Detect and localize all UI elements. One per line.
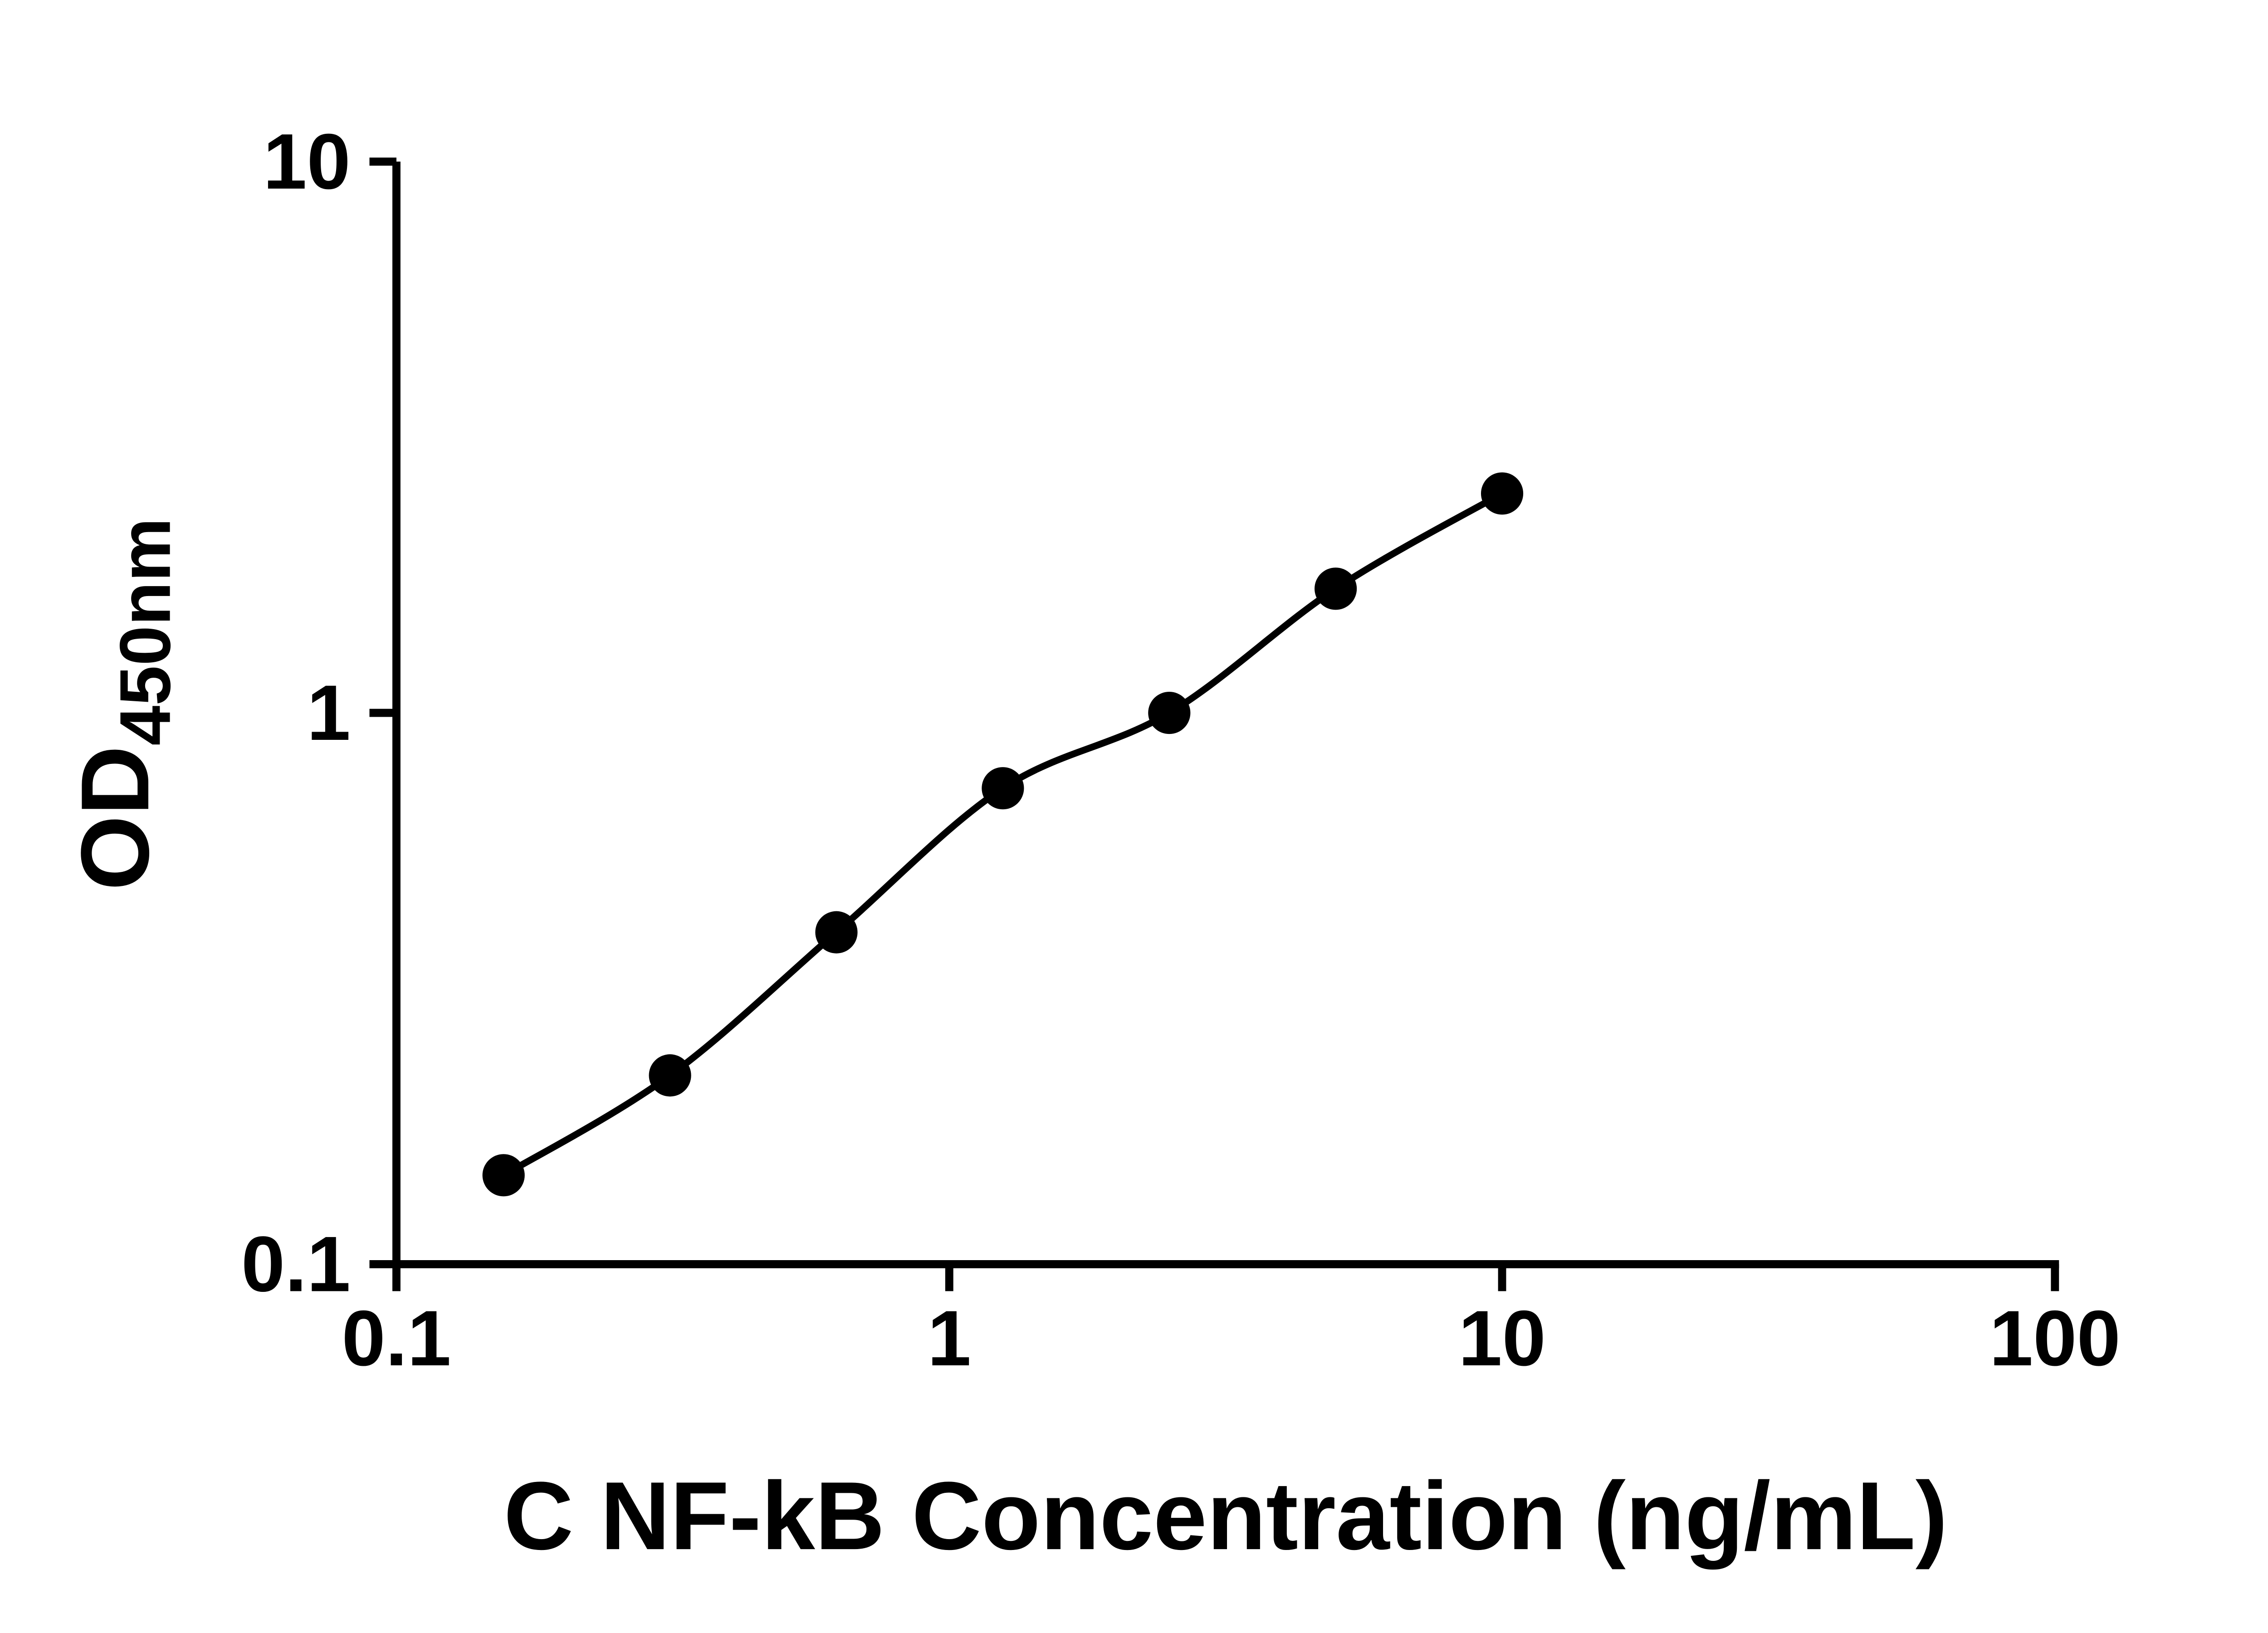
y-tick-label: 10 [263, 117, 351, 205]
x-tick-label: 0.1 [342, 1294, 451, 1382]
axes: 0.1 1 10 100 0.1 1 10 [241, 117, 2121, 1382]
data-point-marker [1481, 472, 1524, 515]
data-point-marker [1148, 692, 1191, 734]
data-point-marker [482, 1154, 525, 1197]
data-point-marker [1315, 567, 1357, 610]
data-point-marker [649, 1054, 691, 1097]
data-point-marker [982, 767, 1024, 810]
y-axis-title-subscript: 450nm [105, 518, 186, 745]
x-tick-label: 10 [1458, 1294, 1546, 1382]
x-tick-label: 1 [928, 1294, 971, 1382]
x-axis-title: C NF-kB Concentration (ng/mL) [503, 1462, 1947, 1570]
y-axis-title-main: OD [61, 746, 169, 891]
y-tick-label: 0.1 [241, 1220, 351, 1308]
y-axis-title: OD450nm [61, 518, 186, 890]
axis-spine [392, 161, 2059, 1268]
x-tick-label: 100 [1989, 1294, 2121, 1382]
plot-area [482, 472, 1524, 1197]
y-tick-label: 1 [307, 669, 350, 757]
data-point-marker [815, 911, 858, 953]
